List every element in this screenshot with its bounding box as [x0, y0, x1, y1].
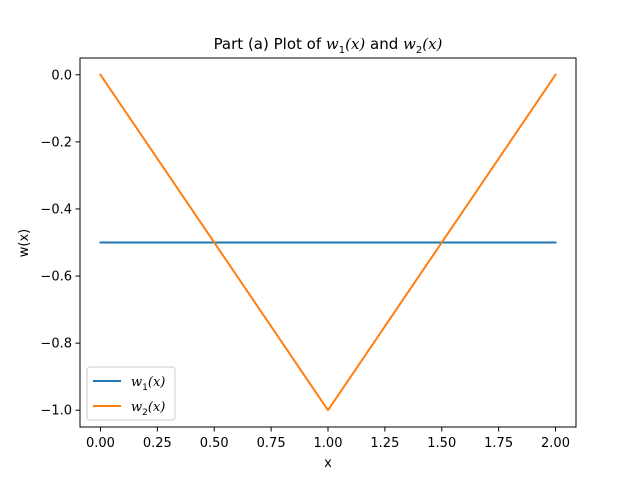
- plot-area: [79, 57, 577, 428]
- y-tick-label: −0.8: [40, 337, 72, 352]
- title-w1-arg: (x): [345, 35, 365, 53]
- x-tick-label: 1.50: [427, 436, 456, 451]
- x-tick-label: 0.50: [200, 436, 229, 451]
- title-prefix: Part (a) Plot of: [214, 35, 326, 53]
- x-tick-label: 0.75: [257, 436, 286, 451]
- legend-label-w1: w1(x): [131, 375, 165, 393]
- x-tick-label: 0.25: [143, 436, 172, 451]
- y-tick-label: −0.2: [40, 135, 72, 150]
- x-axis-label: x: [324, 456, 332, 471]
- title-w2-sub: 2: [416, 45, 422, 56]
- x-tick-label: 1.00: [314, 436, 343, 451]
- y-tick-label: −0.6: [40, 270, 72, 285]
- series-line-w2: [99, 73, 557, 412]
- y-tick-label: −0.4: [40, 202, 72, 217]
- x-tick-label: 1.75: [484, 436, 513, 451]
- x-tick-label: 0.00: [86, 436, 115, 451]
- y-axis-label: w(x): [17, 229, 32, 257]
- legend-label-w2: w2(x): [131, 400, 165, 418]
- title-w2-base: w: [403, 35, 416, 53]
- x-tick-label: 1.25: [370, 436, 399, 451]
- legend: w1(x) w2(x): [86, 366, 176, 421]
- title-conj: and: [365, 35, 403, 53]
- title-w1-base: w: [326, 35, 339, 53]
- x-axis-ticks: 0.00 0.25 0.50 0.75 1.00 1.25 1.50 1.75 2.00: [86, 427, 570, 451]
- x-tick-label: 2.00: [541, 436, 570, 451]
- title-w1-sub: 1: [339, 45, 345, 56]
- title-w2-arg: (x): [422, 35, 442, 53]
- chart-title: Part (a) Plot of w1(x) and w2(x): [214, 35, 443, 56]
- y-tick-label: −1.0: [40, 404, 72, 419]
- y-tick-label: 0.0: [51, 68, 72, 83]
- y-axis-ticks: 0.0 −0.2 −0.4 −0.6 −0.8 −1.0: [40, 68, 80, 419]
